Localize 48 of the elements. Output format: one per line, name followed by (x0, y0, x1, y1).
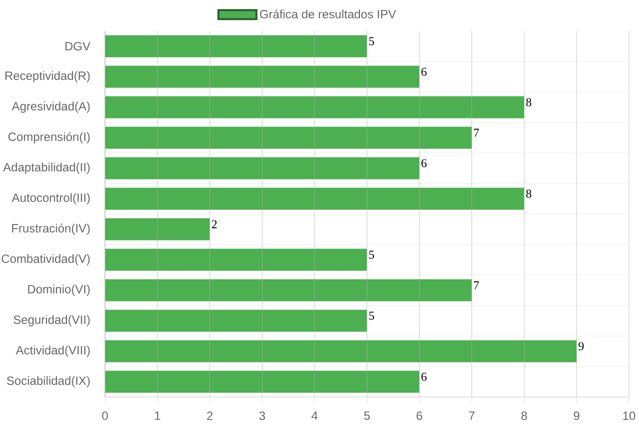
x-tick-label: 4 (312, 412, 318, 420)
bar (105, 126, 472, 149)
y-tick-label: Comprensión(I) (8, 132, 90, 144)
x-tick-label: 6 (416, 412, 422, 420)
y-tick-label: Actividad(VIII) (16, 346, 90, 357)
bar (105, 370, 420, 393)
data-label: 2 (212, 220, 217, 228)
x-tick-label: 0 (102, 412, 108, 420)
x-tick-label: 8 (521, 412, 528, 420)
bar (105, 35, 368, 58)
data-label: 8 (526, 190, 532, 198)
x-tick-label: 3 (259, 412, 266, 420)
bar (105, 96, 524, 118)
x-tick-label: 5 (364, 412, 370, 420)
data-label: 5 (369, 37, 374, 46)
data-label: 7 (474, 281, 479, 290)
y-tick-label: DGV (65, 42, 90, 50)
bar (105, 279, 472, 302)
x-tick-label: 2 (207, 412, 213, 420)
bar (105, 248, 368, 271)
y-tick-label: Frustración(IV) (12, 224, 90, 235)
x-tick-label: 7 (469, 412, 475, 420)
y-tick-label: Adaptabilidad(II) (3, 162, 90, 174)
y-tick-label: Receptividad(R) (5, 71, 90, 82)
data-label: 6 (421, 68, 427, 76)
y-tick-label: Combatividad(V) (2, 254, 90, 266)
bar (105, 66, 420, 88)
data-label: 9 (578, 342, 584, 350)
data-label: 6 (421, 159, 427, 168)
y-tick-label: Autocontrol(III) (12, 193, 90, 204)
x-tick-label: 1 (154, 412, 160, 420)
data-label: 5 (369, 312, 374, 320)
data-label: 8 (526, 98, 532, 106)
data-label: 7 (474, 128, 479, 137)
data-label: 6 (421, 372, 427, 381)
y-tick-label: Dominio(VI) (28, 284, 90, 296)
legend-label: Gráfica de resultados IPV (260, 9, 396, 18)
x-tick-label: 9 (574, 412, 580, 420)
data-label: 5 (369, 250, 374, 259)
bar (105, 340, 577, 362)
y-tick-label: Seguridad(VII) (14, 315, 90, 326)
x-tick-label: 10 (623, 412, 636, 420)
bar (105, 218, 210, 240)
y-tick-label: Sociabilidad(IX) (6, 376, 90, 388)
bar (105, 188, 524, 210)
y-tick-label: Agresividad(A) (12, 102, 90, 113)
bar (105, 157, 420, 180)
bar (105, 310, 368, 332)
